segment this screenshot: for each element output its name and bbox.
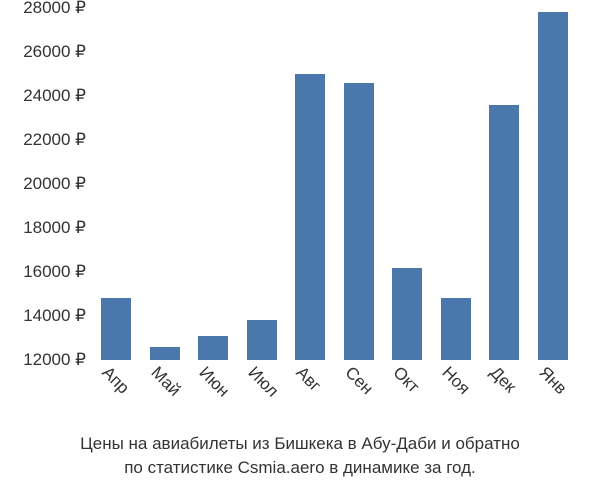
y-tick-label: 16000 ₽ (23, 262, 92, 282)
bar (150, 347, 180, 360)
y-tick-label: 18000 ₽ (23, 218, 92, 238)
plot-area: 12000 ₽14000 ₽16000 ₽18000 ₽20000 ₽22000… (92, 8, 577, 360)
x-tick-label: Апр (98, 363, 133, 398)
bar (538, 12, 568, 360)
y-tick-label: 14000 ₽ (23, 306, 92, 326)
bar (247, 320, 277, 360)
x-tick-label: Июл (243, 363, 282, 402)
x-tick-label: Май (146, 363, 184, 401)
caption-line-2: по статистике Csmia.aero в динамике за г… (124, 458, 476, 477)
bar (344, 83, 374, 360)
x-tick-label: Ноя (437, 363, 473, 399)
x-tick-label: Авг (292, 363, 325, 396)
bar (489, 105, 519, 360)
price-chart: 12000 ₽ 14000 ₽ 16000 ₽ 18000 ₽ 20000 ₽ 22000… (0, 0, 600, 500)
y-tick-label: 24000 ₽ (23, 86, 92, 106)
chart-caption: Цены на авиабилеты из Бишкека в Абу-Даби… (0, 432, 600, 480)
y-tick-label: 26000 ₽ (23, 42, 92, 62)
y-tick-label: 12000 ₽ (23, 350, 92, 370)
y-tick-label: 22000 ₽ (23, 130, 92, 150)
x-tick-label: Сен (340, 363, 376, 399)
x-tick-label: Июн (195, 363, 233, 401)
bar (101, 298, 131, 360)
caption-line-1: Цены на авиабилеты из Бишкека в Абу-Даби… (80, 434, 520, 453)
y-tick-label: 28000 ₽ (23, 0, 92, 18)
y-tick-label: 20000 ₽ (23, 174, 92, 194)
x-tick-label: Янв (534, 363, 570, 399)
x-tick-label: Окт (389, 363, 423, 397)
bar (392, 268, 422, 360)
bar (441, 298, 471, 360)
bar (198, 336, 228, 360)
bar (295, 74, 325, 360)
x-tick-label: Дек (486, 363, 520, 397)
